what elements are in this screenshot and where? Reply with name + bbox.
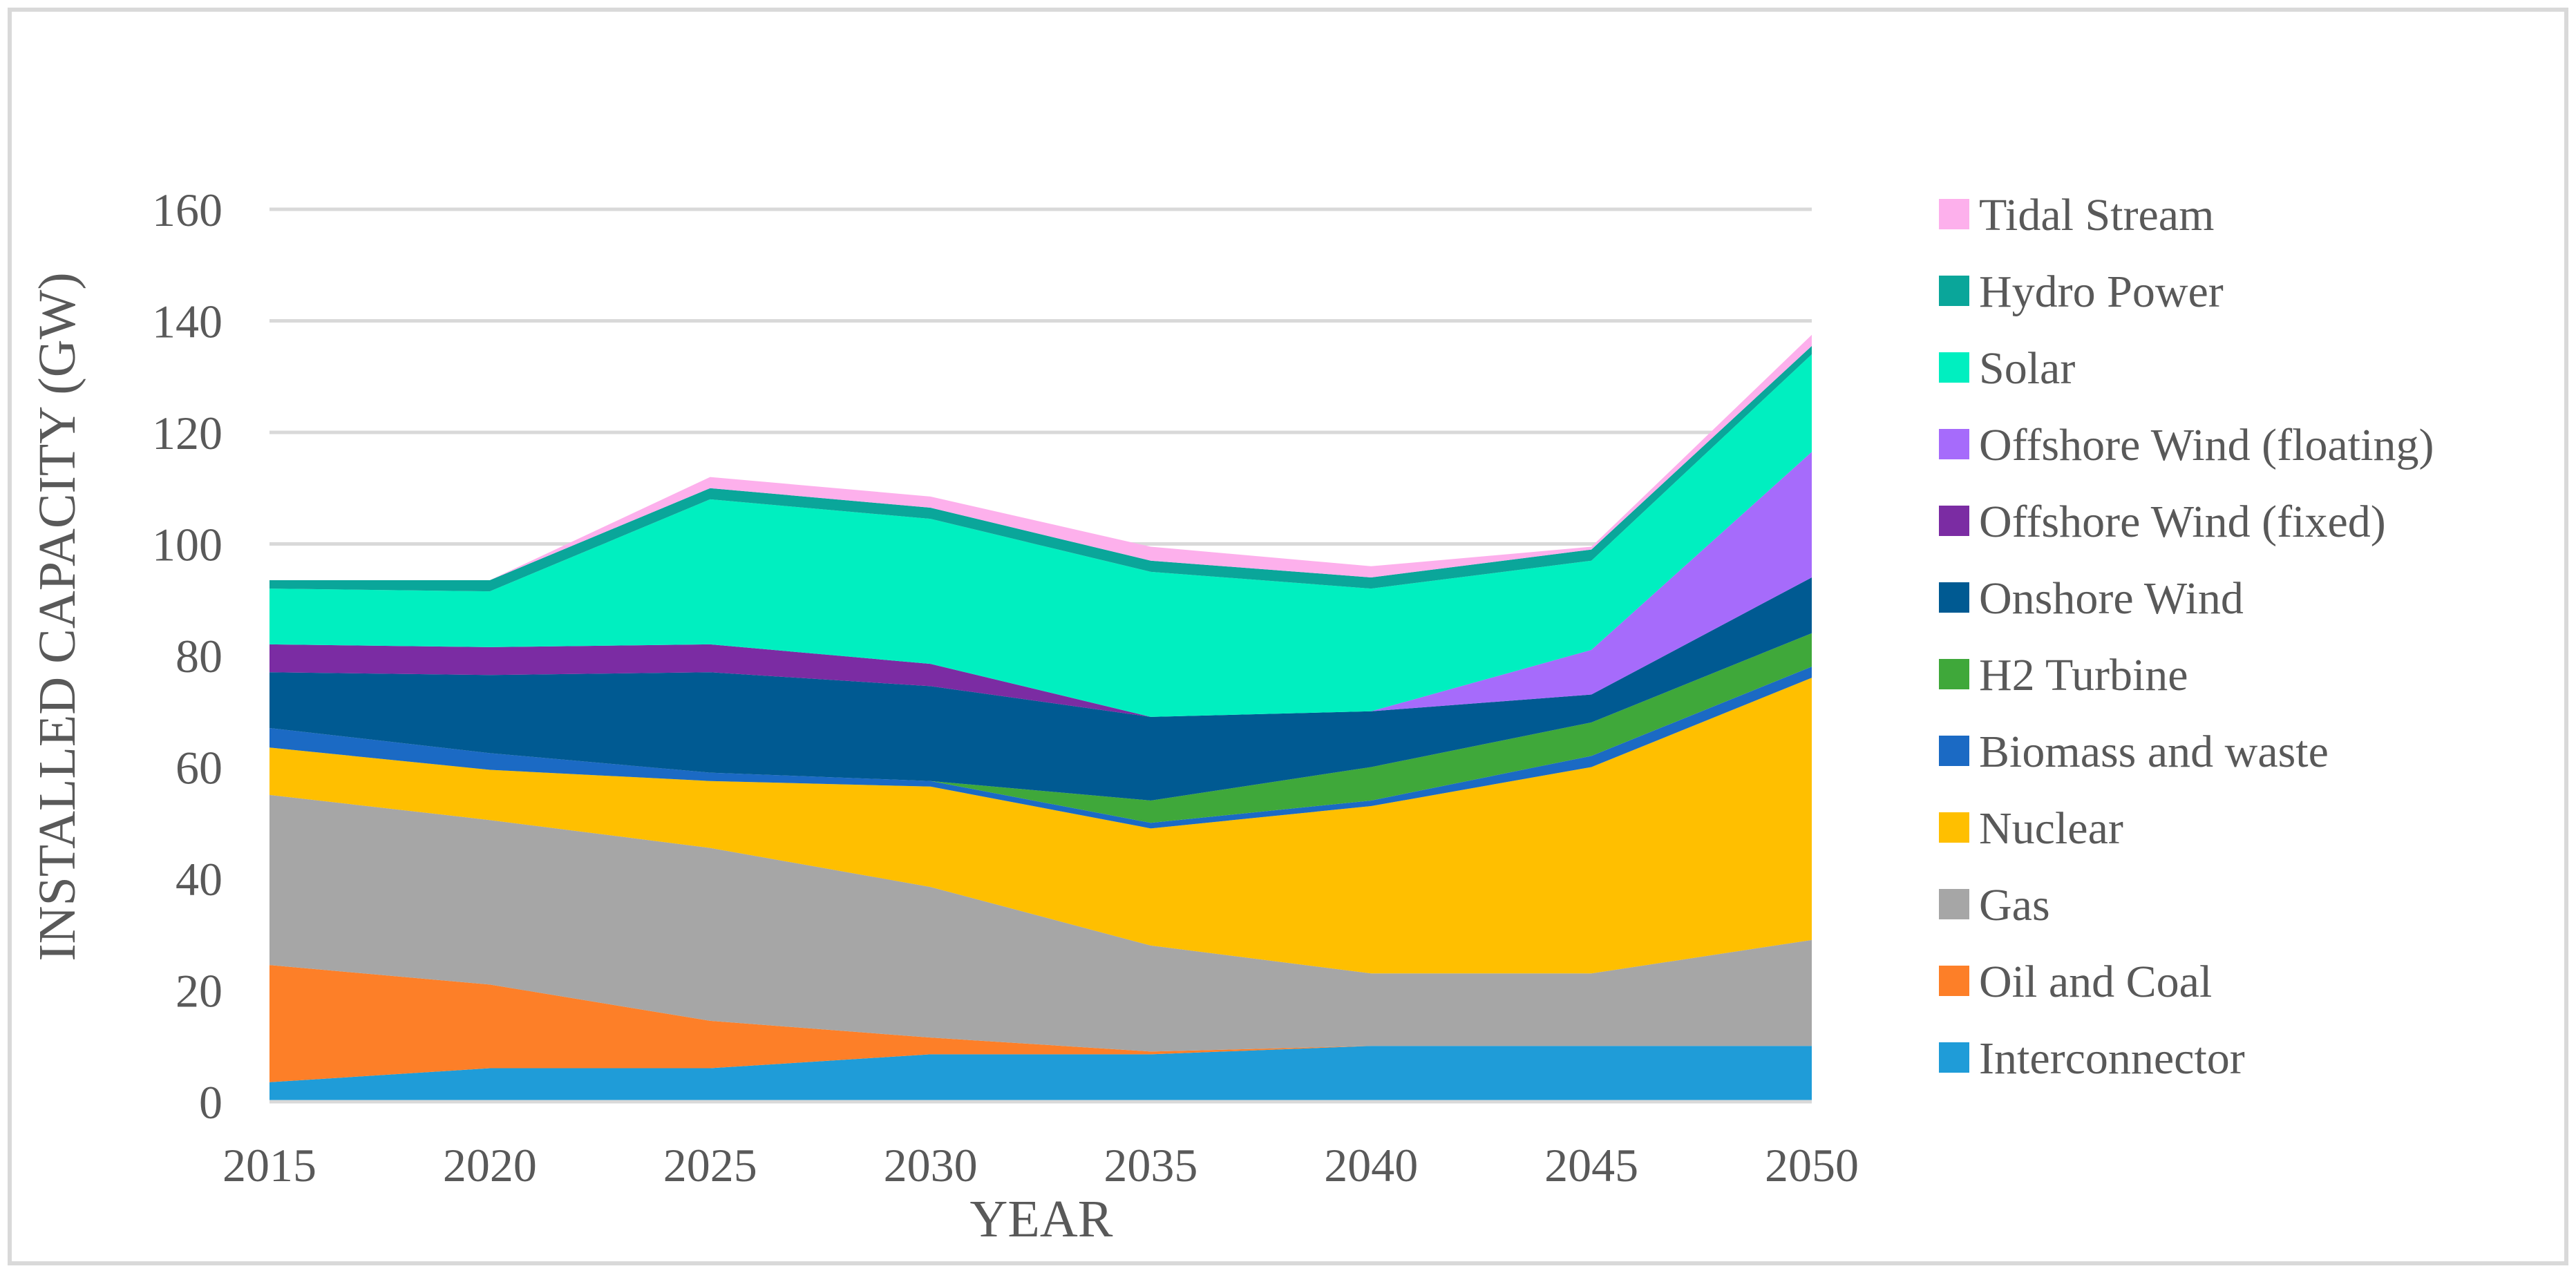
legend-swatch-tidal-stream — [1939, 199, 1969, 229]
legend-swatch-solar — [1939, 352, 1969, 383]
legend-label-biomass-and-waste: Biomass and waste — [1979, 727, 2329, 777]
y-tick-label: 0 — [199, 1076, 222, 1129]
x-tick-label: 2050 — [1765, 1139, 1859, 1191]
area-nuclear — [269, 678, 1812, 974]
x-tick-label: 2040 — [1324, 1139, 1418, 1191]
x-tick-label: 2015 — [222, 1139, 316, 1191]
legend-label-interconnector: Interconnector — [1979, 1033, 2245, 1084]
y-tick-label: 140 — [152, 296, 222, 348]
area-hydro-power — [269, 345, 1812, 592]
y-tick-labels: 0 20 40 60 80 100 120 140 160 — [152, 184, 222, 1129]
legend-swatch-nuclear — [1939, 812, 1969, 843]
area-oil-and-coal — [269, 965, 1812, 1082]
y-axis-title: INSTALLED CAPACITY (GW) — [28, 272, 86, 961]
legend-label-solar: Solar — [1979, 343, 2075, 394]
area-solar — [269, 354, 1812, 717]
x-tick-label: 2045 — [1544, 1139, 1638, 1191]
y-tick-label: 40 — [176, 853, 222, 906]
y-tick-label: 120 — [152, 407, 222, 459]
x-tick-label: 2030 — [884, 1139, 978, 1191]
x-tick-label: 2035 — [1104, 1139, 1197, 1191]
y-tick-label: 20 — [176, 965, 222, 1017]
legend-swatch-gas — [1939, 889, 1969, 919]
y-tick-label: 100 — [152, 519, 222, 571]
y-tick-label: 160 — [152, 184, 222, 236]
x-tick-labels: 2015 2020 2025 2030 2035 2040 2045 2050 — [222, 1139, 1859, 1191]
x-tick-label: 2025 — [663, 1139, 757, 1191]
x-tick-label: 2020 — [443, 1139, 537, 1191]
legend-swatch-onshore-wind — [1939, 582, 1969, 613]
x-axis-title: YEAR — [970, 1190, 1113, 1248]
area-onshore-wind — [269, 577, 1812, 801]
area-tidal-stream — [269, 334, 1812, 580]
legend-label-gas: Gas — [1979, 880, 2050, 930]
legend-label-oil-and-coal: Oil and Coal — [1979, 957, 2212, 1007]
area-interconnector — [269, 1046, 1812, 1102]
legend: Tidal Stream Hydro Power Solar Offshore Win… — [1939, 190, 2434, 1084]
legend-label-tidal-stream: Tidal Stream — [1979, 190, 2214, 240]
legend-swatch-offshore-wind-fixed — [1939, 506, 1969, 536]
legend-label-h2-turbine: H2 Turbine — [1979, 650, 2188, 700]
legend-label-offshore-wind-fixed: Offshore Wind (fixed) — [1979, 497, 2386, 547]
legend-label-onshore-wind: Onshore Wind — [1979, 573, 2244, 624]
legend-swatch-biomass-and-waste — [1939, 736, 1969, 766]
y-tick-label: 80 — [176, 630, 222, 682]
area-h2-turbine — [269, 633, 1812, 823]
area-gas — [269, 794, 1812, 1052]
series-areas — [269, 334, 1812, 1102]
legend-label-nuclear: Nuclear — [1979, 803, 2123, 854]
legend-swatch-h2-turbine — [1939, 659, 1969, 689]
legend-swatch-interconnector — [1939, 1042, 1969, 1073]
legend-swatch-hydro-power — [1939, 276, 1969, 306]
legend-label-offshore-wind-floating: Offshore Wind (floating) — [1979, 420, 2434, 470]
legend-swatch-offshore-wind-floating — [1939, 429, 1969, 459]
legend-label-hydro-power: Hydro Power — [1979, 267, 2224, 317]
y-tick-label: 60 — [176, 742, 222, 794]
area-offshore-wind-fixed — [269, 577, 1812, 717]
legend-swatch-oil-and-coal — [1939, 966, 1969, 996]
